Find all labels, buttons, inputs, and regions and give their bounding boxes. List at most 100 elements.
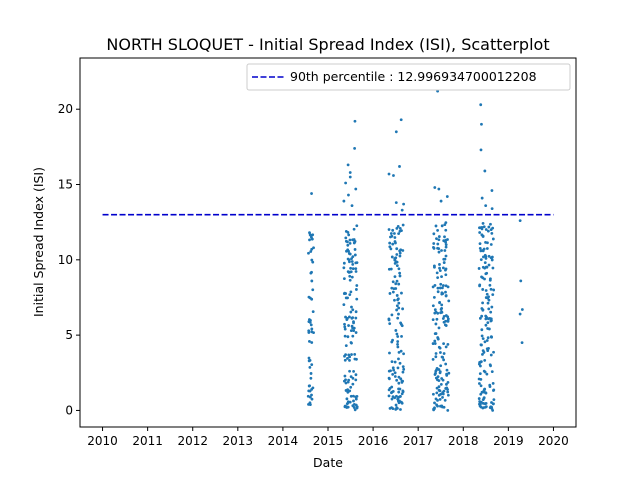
data-point — [444, 240, 448, 244]
data-point — [445, 373, 449, 377]
data-point — [395, 406, 399, 410]
data-point — [394, 287, 398, 290]
data-point — [432, 245, 435, 249]
data-point — [342, 379, 346, 383]
data-point — [481, 353, 484, 356]
data-point — [432, 232, 436, 236]
data-point — [354, 261, 358, 265]
data-point — [446, 381, 450, 384]
data-point — [441, 396, 444, 399]
data-point — [440, 311, 444, 314]
data-point — [349, 266, 352, 270]
data-point — [394, 201, 398, 204]
data-point — [486, 321, 490, 325]
data-point — [484, 204, 488, 208]
data-point — [349, 385, 353, 389]
data-point — [438, 370, 442, 374]
y-tick-label: 0 — [65, 403, 73, 417]
data-point — [390, 286, 394, 290]
data-point — [435, 391, 439, 395]
data-point — [387, 388, 391, 392]
data-point — [347, 324, 350, 327]
data-point — [441, 284, 445, 287]
data-point — [396, 224, 400, 228]
data-point — [397, 312, 400, 316]
data-point — [445, 368, 449, 372]
data-point — [397, 357, 400, 361]
data-point — [440, 224, 444, 228]
data-point — [435, 386, 439, 390]
data-point — [442, 257, 446, 261]
data-point — [350, 257, 353, 261]
data-point — [350, 324, 354, 328]
data-point — [398, 274, 402, 278]
data-point — [435, 271, 439, 275]
data-point — [346, 243, 350, 247]
data-point — [348, 278, 352, 282]
data-point — [348, 241, 352, 245]
data-point — [438, 269, 442, 272]
data-point — [344, 181, 348, 185]
data-point — [434, 322, 438, 326]
data-point — [394, 403, 398, 407]
data-point — [444, 238, 448, 242]
data-point — [349, 329, 353, 333]
x-tick-label: 2018 — [448, 434, 479, 448]
data-point — [309, 250, 313, 253]
data-point — [447, 371, 451, 375]
data-point — [397, 387, 400, 391]
data-point — [387, 394, 391, 398]
data-point — [484, 314, 488, 318]
data-point — [489, 310, 493, 314]
data-point — [444, 345, 448, 349]
data-point — [353, 352, 357, 356]
data-point — [389, 369, 392, 373]
data-point — [307, 356, 311, 360]
data-point — [355, 297, 359, 301]
data-point — [435, 237, 438, 241]
data-point — [388, 377, 391, 381]
data-point — [353, 240, 357, 243]
data-point — [439, 199, 443, 203]
data-point — [483, 340, 487, 344]
data-point — [311, 386, 315, 390]
data-point — [349, 310, 353, 314]
data-point — [486, 349, 490, 353]
data-point — [309, 372, 313, 375]
data-point — [352, 394, 355, 398]
data-point — [351, 267, 355, 271]
data-point — [477, 397, 481, 400]
data-point — [483, 261, 487, 264]
data-point — [391, 242, 395, 246]
data-point — [342, 199, 346, 203]
data-point — [353, 146, 356, 150]
data-point — [311, 260, 315, 264]
data-point — [478, 246, 482, 250]
data-point — [446, 319, 450, 323]
data-point — [478, 231, 482, 234]
data-point — [390, 390, 394, 394]
data-point — [397, 306, 401, 310]
data-point — [479, 392, 483, 396]
data-point — [343, 374, 347, 378]
data-point — [355, 284, 359, 287]
data-point — [492, 398, 496, 402]
data-point — [347, 252, 351, 255]
data-point — [350, 316, 354, 320]
data-point — [436, 242, 440, 246]
data-point — [485, 372, 489, 376]
data-point — [393, 256, 397, 260]
data-point — [349, 290, 353, 294]
data-point — [388, 351, 391, 355]
data-point — [354, 187, 358, 191]
data-point — [485, 292, 489, 296]
data-point — [347, 271, 351, 274]
data-point — [518, 219, 522, 223]
data-point — [345, 397, 349, 401]
data-point — [444, 228, 448, 232]
data-point — [445, 195, 449, 198]
data-point — [391, 366, 395, 370]
data-point — [401, 365, 405, 368]
data-point — [490, 258, 494, 262]
data-point — [309, 376, 313, 380]
